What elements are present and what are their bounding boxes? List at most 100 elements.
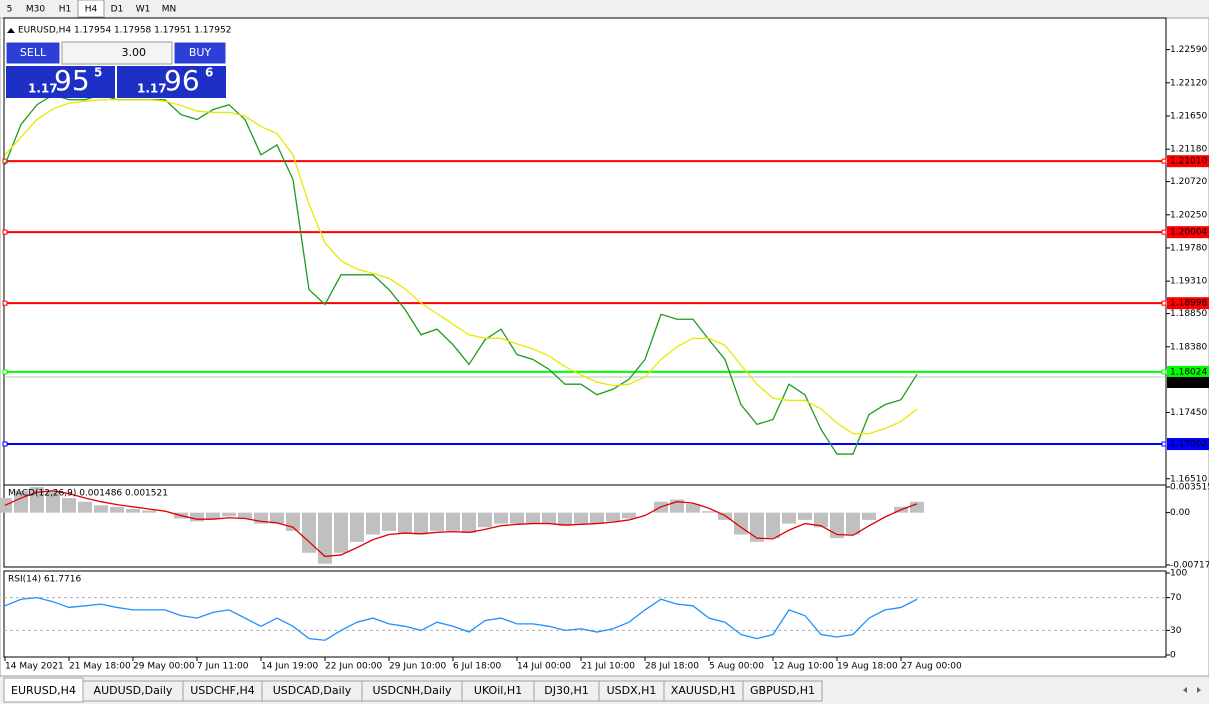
y-tick-label: 1.22590 bbox=[1170, 45, 1207, 55]
histogram-bar bbox=[222, 512, 236, 517]
histogram-bar bbox=[430, 512, 444, 531]
tab-label: USDCNH,Daily bbox=[372, 684, 452, 697]
histogram-bar bbox=[254, 512, 268, 524]
buy-button[interactable] bbox=[173, 41, 227, 65]
histogram-bar bbox=[142, 510, 156, 513]
y-tick-label: 1.20250 bbox=[1170, 210, 1207, 220]
tab-label: AUDUSD,Daily bbox=[94, 684, 173, 697]
timeframe-button[interactable]: 5 bbox=[7, 5, 13, 15]
y-tick-label: 1.16510 bbox=[1170, 474, 1207, 484]
level-label-bg bbox=[1167, 438, 1209, 451]
y-tick-label: 1.22120 bbox=[1170, 78, 1207, 88]
x-tick-label: 14 Jul 00:00 bbox=[517, 662, 571, 672]
level-handle bbox=[2, 441, 8, 447]
histogram-bar bbox=[78, 501, 92, 513]
y-tick-label: 0 bbox=[1170, 651, 1176, 661]
histogram-bar bbox=[766, 512, 780, 539]
level-label: 1.18024 bbox=[1170, 367, 1207, 377]
collapse-arrow[interactable] bbox=[7, 28, 15, 33]
level-label-bg bbox=[1167, 365, 1209, 378]
histogram-bar bbox=[494, 512, 508, 524]
panel-title: MACD(12,26,9) 0.001486 0.001521 bbox=[8, 489, 168, 499]
y-tick-label: 1.21650 bbox=[1170, 111, 1207, 121]
timeframe-button[interactable]: W1 bbox=[136, 5, 151, 15]
tab[interactable] bbox=[742, 680, 823, 702]
tab-label: GBPUSD,H1 bbox=[750, 684, 815, 697]
panel-title: RSI(14) 61.7716 bbox=[8, 575, 81, 585]
x-tick-label: 7 Jun 11:00 bbox=[197, 662, 249, 672]
tab-label: XAUUSD,H1 bbox=[671, 684, 736, 697]
level-handle bbox=[2, 229, 8, 235]
scroll-right[interactable] bbox=[1197, 687, 1201, 693]
x-tick-label: 14 May 2021 bbox=[5, 662, 64, 672]
level-label: 1.18998 bbox=[1170, 299, 1207, 309]
x-tick-label: 22 Jun 00:00 bbox=[325, 662, 382, 672]
chart-window bbox=[0, 17, 1209, 677]
buy-price-box[interactable] bbox=[117, 66, 226, 98]
tab-label: USDCAD,Daily bbox=[273, 684, 352, 697]
volume: 3.00 bbox=[122, 46, 147, 59]
histogram-bar bbox=[558, 512, 572, 526]
y-tick-label: 1.20720 bbox=[1170, 177, 1207, 187]
level-handle bbox=[2, 369, 8, 375]
histogram-bar bbox=[366, 512, 380, 535]
sell-price-box[interactable] bbox=[6, 66, 115, 98]
y-tick-label: 1.17450 bbox=[1170, 408, 1207, 418]
bid-label: 1.17952 bbox=[1170, 378, 1207, 388]
level-label: 1.20004 bbox=[1170, 228, 1207, 238]
timeframe-button[interactable]: H1 bbox=[59, 5, 72, 15]
histogram-bar bbox=[910, 501, 924, 513]
histogram-bar bbox=[382, 512, 396, 531]
panel-frame bbox=[3, 484, 1167, 568]
histogram-bar bbox=[270, 512, 284, 524]
y-tick-label: 1.19780 bbox=[1170, 243, 1207, 253]
x-tick-label: 5 Aug 00:00 bbox=[709, 662, 764, 672]
histogram-bar bbox=[462, 512, 476, 534]
histogram-bar bbox=[110, 506, 124, 513]
level-label: 1.17002 bbox=[1170, 440, 1207, 450]
buy-price-small: 6 bbox=[205, 66, 213, 80]
timeframe-button[interactable]: D1 bbox=[111, 5, 124, 15]
tab-label: USDCHF,H4 bbox=[190, 684, 255, 697]
histogram-bar bbox=[94, 505, 108, 513]
histogram-bar bbox=[510, 512, 524, 524]
histogram-bar bbox=[606, 512, 620, 522]
level-handle bbox=[2, 300, 8, 306]
level-label: 1.21010 bbox=[1170, 157, 1207, 167]
sell-price-big: 1.17 bbox=[28, 82, 58, 96]
chart-tabs: EURUSD,H4 AUDUSD,Daily USDCHF,H4 USDCAD,Dai… bbox=[3, 677, 1201, 703]
series-line bbox=[4, 99, 918, 435]
histogram-bar bbox=[350, 512, 364, 542]
timeframe-toolbar: 5 M30 H1 H4 D1 W1 MN bbox=[7, 0, 177, 18]
sell-price-main: 95 bbox=[54, 64, 90, 97]
timeframe-button[interactable]: M30 bbox=[26, 5, 45, 15]
histogram-bar bbox=[542, 512, 556, 524]
tab-label: DJ30,H1 bbox=[544, 684, 588, 697]
x-tick-label: 6 Jul 18:00 bbox=[453, 662, 502, 672]
histogram-bar bbox=[782, 512, 796, 524]
histogram-bar bbox=[862, 512, 876, 520]
histogram-bar bbox=[238, 512, 252, 519]
panel-frame bbox=[3, 570, 1167, 658]
plot: 1.22590 1.22120 1.21650 1.21180 1.20720 1.202… bbox=[0, 17, 1209, 672]
x-tick-label: 21 Jul 10:00 bbox=[581, 662, 635, 672]
sell-button[interactable] bbox=[5, 41, 61, 65]
timeframe-button[interactable]: MN bbox=[162, 5, 177, 15]
timeframe-button[interactable]: H4 bbox=[85, 5, 98, 15]
bid-label-bg bbox=[1167, 376, 1209, 388]
histogram-bar bbox=[190, 512, 204, 522]
series-line bbox=[4, 596, 918, 641]
level-label-bg bbox=[1167, 155, 1209, 168]
histogram-bar bbox=[830, 512, 844, 539]
volume-field[interactable] bbox=[61, 41, 173, 65]
histogram-bar bbox=[846, 512, 860, 535]
tab-label: UKOil,H1 bbox=[474, 684, 522, 697]
panel-title: EURUSD,H4 1.17954 1.17958 1.17951 1.1795… bbox=[18, 26, 231, 36]
x-tick-label: 29 May 00:00 bbox=[133, 662, 195, 672]
level-handle bbox=[1161, 441, 1167, 447]
scroll-left[interactable] bbox=[1183, 687, 1187, 693]
y-tick-label: 1.18850 bbox=[1170, 309, 1207, 319]
tab-label: USDX,H1 bbox=[607, 684, 657, 697]
histogram-bar bbox=[46, 490, 60, 513]
buy-label: BUY bbox=[189, 46, 212, 59]
